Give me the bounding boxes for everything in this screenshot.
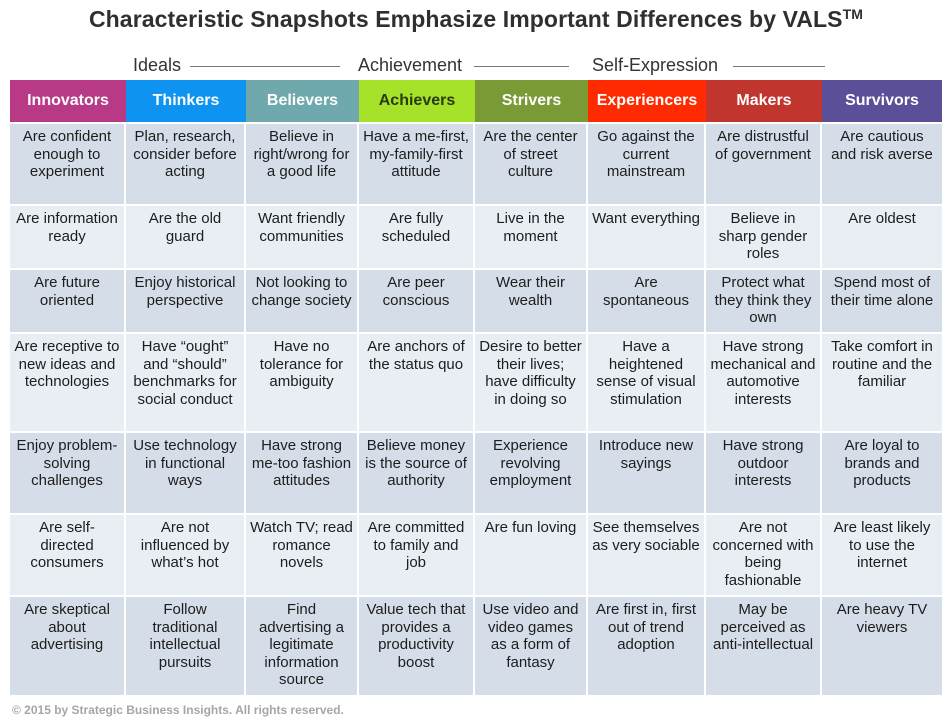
group-divider: [190, 66, 340, 67]
table-cell-makers: Are distrustful of government: [706, 122, 822, 204]
group-label-achievement: Achievement: [358, 55, 463, 75]
table-cell-thinkers: Use technology in functional ways: [126, 431, 246, 513]
table-cell-achievers: Are fully scheduled: [359, 204, 475, 268]
page-title: Characteristic Snapshots Emphasize Impor…: [0, 6, 952, 33]
group-label-ideals: Ideals: [133, 55, 182, 75]
table-cell-thinkers: Follow traditional intellectual pursuits: [126, 595, 246, 695]
column-header-makers: Makers: [706, 80, 822, 122]
table-cell-strivers: Experience revolving employment: [475, 431, 588, 513]
table-cell-strivers: Use video and video games as a form of f…: [475, 595, 588, 695]
group-label-self-expression: Self-Expression: [592, 55, 719, 75]
table-cell-innovators: Are skeptical about advertising: [10, 595, 126, 695]
table-cell-innovators: Are self-directed consumers: [10, 513, 126, 595]
table-row: Enjoy problem-solving challenges Use tech…: [10, 431, 942, 513]
column-header-experiencers: Experiencers: [588, 80, 706, 122]
table-cell-achievers: Are peer conscious: [359, 268, 475, 332]
table-cell-thinkers: Are not influenced by what’s hot: [126, 513, 246, 595]
table-cell-believers: Have no tolerance for ambiguity: [246, 332, 359, 431]
table-cell-innovators: Are future oriented: [10, 268, 126, 332]
column-header-thinkers: Thinkers: [126, 80, 246, 122]
table-cell-survivors: Are cautious and risk averse: [822, 122, 942, 204]
title-text: Characteristic Snapshots Emphasize Impor…: [88, 6, 843, 32]
table-row: Are self-directed consumers Are not influ…: [10, 513, 942, 595]
table-cell-experiencers: Introduce new sayings: [588, 431, 706, 513]
group-divider: [474, 66, 569, 67]
table-cell-strivers: Wear their wealth: [475, 268, 588, 332]
column-header-achievers: Achievers: [359, 80, 475, 122]
table-cell-believers: Believe in right/wrong for a good life: [246, 122, 359, 204]
trademark-mark: TM: [842, 6, 864, 22]
table-row: Are skeptical about advertising Follow tr…: [10, 595, 942, 695]
table-cell-survivors: Take comfort in routine and the familiar: [822, 332, 942, 431]
group-divider: [733, 66, 825, 67]
table-row: Are confident enough to experiment Plan, …: [10, 122, 942, 204]
table-cell-achievers: Value tech that provides a productivity …: [359, 595, 475, 695]
table-cell-experiencers: Are first in, first out of trend adoptio…: [588, 595, 706, 695]
table-cell-thinkers: Have “ought” and “should” benchmarks for…: [126, 332, 246, 431]
table-cell-achievers: Have a me-first, my-family-first attitud…: [359, 122, 475, 204]
table-cell-thinkers: Plan, research, consider before acting: [126, 122, 246, 204]
table-cell-strivers: Desire to better their lives; have diffi…: [475, 332, 588, 431]
table-cell-thinkers: Are the old guard: [126, 204, 246, 268]
table-cell-believers: Find advertising a legitimate informatio…: [246, 595, 359, 695]
table-cell-makers: Believe in sharp gender roles: [706, 204, 822, 268]
table-cell-believers: Not looking to change society: [246, 268, 359, 332]
table-cell-thinkers: Enjoy historical perspective: [126, 268, 246, 332]
column-header-strivers: Strivers: [475, 80, 588, 122]
header-row: Innovators Thinkers Believers Achievers Stri…: [10, 80, 942, 122]
table-cell-innovators: Are information ready: [10, 204, 126, 268]
table-cell-experiencers: Have a heightened sense of visual stimul…: [588, 332, 706, 431]
table-cell-makers: Have strong outdoor interests: [706, 431, 822, 513]
table-row: Are receptive to new ideas and technolog…: [10, 332, 942, 431]
column-header-survivors: Survivors: [822, 80, 942, 122]
table-cell-experiencers: See themselves as very sociable: [588, 513, 706, 595]
table-cell-survivors: Are loyal to brands and products: [822, 431, 942, 513]
table-cell-survivors: Are oldest: [822, 204, 942, 268]
table-row: Are future oriented Enjoy historical pers…: [10, 268, 942, 332]
table-row: Are information ready Are the old guard Wa…: [10, 204, 942, 268]
table-cell-believers: Want friendly communities: [246, 204, 359, 268]
table-cell-innovators: Enjoy problem-solving challenges: [10, 431, 126, 513]
table-cell-believers: Watch TV; read romance novels: [246, 513, 359, 595]
table-cell-survivors: Spend most of their time alone: [822, 268, 942, 332]
table-cell-survivors: Are least likely to use the internet: [822, 513, 942, 595]
table-cell-achievers: Are anchors of the status quo: [359, 332, 475, 431]
table-body: Are confident enough to experiment Plan, …: [10, 122, 942, 695]
table-cell-makers: Have strong mechanical and automotive in…: [706, 332, 822, 431]
table-cell-achievers: Are committed to family and job: [359, 513, 475, 595]
column-header-believers: Believers: [246, 80, 359, 122]
table-cell-innovators: Are receptive to new ideas and technolog…: [10, 332, 126, 431]
table-cell-strivers: Are fun loving: [475, 513, 588, 595]
table-cell-strivers: Are the center of street culture: [475, 122, 588, 204]
group-labels: Ideals Achievement Self-Expression: [0, 53, 952, 79]
vals-table: Innovators Thinkers Believers Achievers Stri…: [10, 80, 942, 695]
table-cell-achievers: Believe money is the source of authority: [359, 431, 475, 513]
table-cell-makers: Are not concerned with being fashionable: [706, 513, 822, 595]
table-cell-survivors: Are heavy TV viewers: [822, 595, 942, 695]
table-cell-believers: Have strong me-too fashion attitudes: [246, 431, 359, 513]
table-cell-experiencers: Are spontaneous: [588, 268, 706, 332]
table-cell-makers: Protect what they think they own: [706, 268, 822, 332]
table-cell-experiencers: Go against the current mainstream: [588, 122, 706, 204]
table-cell-innovators: Are confident enough to experiment: [10, 122, 126, 204]
copyright-footer: © 2015 by Strategic Business Insights. A…: [12, 703, 344, 717]
table-cell-strivers: Live in the moment: [475, 204, 588, 268]
column-header-innovators: Innovators: [10, 80, 126, 122]
table-cell-experiencers: Want everything: [588, 204, 706, 268]
table-cell-makers: May be perceived as anti-intellectual: [706, 595, 822, 695]
